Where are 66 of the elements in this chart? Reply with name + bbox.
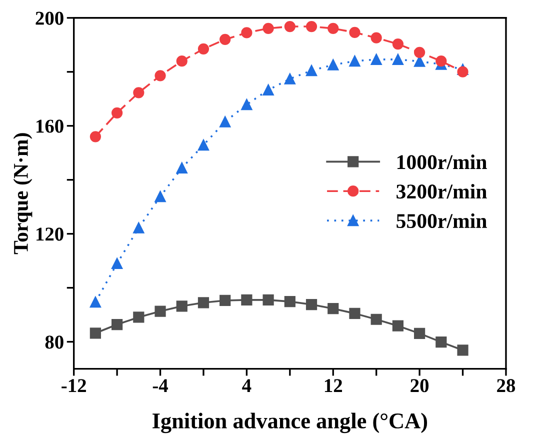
y-tick-label: 200 <box>36 12 64 25</box>
point <box>220 294 231 306</box>
point <box>198 297 210 308</box>
point <box>349 56 360 67</box>
point <box>284 296 296 308</box>
x-tick-label: 20 <box>410 379 429 392</box>
point <box>176 56 188 67</box>
point <box>112 318 123 330</box>
point <box>198 43 210 54</box>
point <box>198 139 210 151</box>
point <box>392 320 404 332</box>
point <box>284 20 296 32</box>
point <box>241 98 252 110</box>
point <box>220 116 231 128</box>
point <box>262 294 274 306</box>
point <box>436 336 447 348</box>
point <box>370 32 382 44</box>
point <box>133 312 144 323</box>
y-tick-label: 80 <box>45 336 64 349</box>
point <box>349 26 360 38</box>
point <box>328 59 339 70</box>
legend-label: 5500r/min <box>396 213 487 228</box>
point <box>241 294 252 306</box>
y-tick-label: 120 <box>36 228 64 241</box>
point <box>154 191 166 202</box>
point <box>328 22 339 34</box>
point <box>90 328 102 339</box>
x-tick-label: 12 <box>324 379 342 392</box>
x-tick-label: 28 <box>497 379 516 392</box>
legend-label: 3200r/min <box>396 184 487 199</box>
x-tick-label: -4 <box>152 379 168 392</box>
point <box>414 46 426 58</box>
point <box>306 64 318 76</box>
point <box>90 131 102 142</box>
y-tick-label: 160 <box>36 120 64 133</box>
point <box>112 107 123 118</box>
y-axis-title: Torque (N·m) <box>13 133 32 254</box>
point <box>262 84 274 96</box>
point <box>392 38 404 50</box>
point <box>154 70 166 82</box>
point <box>457 344 468 356</box>
x-tick-label: -12 <box>62 379 86 392</box>
point <box>457 66 468 78</box>
point <box>176 300 188 312</box>
point <box>306 20 318 32</box>
point <box>370 54 382 66</box>
point <box>349 308 360 319</box>
point <box>112 258 123 270</box>
legend-label: 1000r/min <box>397 154 487 170</box>
point <box>436 56 447 67</box>
point <box>392 54 404 66</box>
point <box>414 328 426 339</box>
point <box>220 34 231 46</box>
point <box>154 306 166 317</box>
point <box>284 73 296 84</box>
point <box>262 22 274 34</box>
point <box>241 27 252 38</box>
point <box>176 162 188 174</box>
point <box>328 303 339 314</box>
x-axis-title: Ignition advance angle (°CA) <box>152 412 428 434</box>
point <box>370 314 382 325</box>
x-tick-label: 4 <box>242 379 252 392</box>
point <box>133 222 144 234</box>
point <box>90 296 102 308</box>
point <box>133 87 144 98</box>
point <box>306 298 318 310</box>
